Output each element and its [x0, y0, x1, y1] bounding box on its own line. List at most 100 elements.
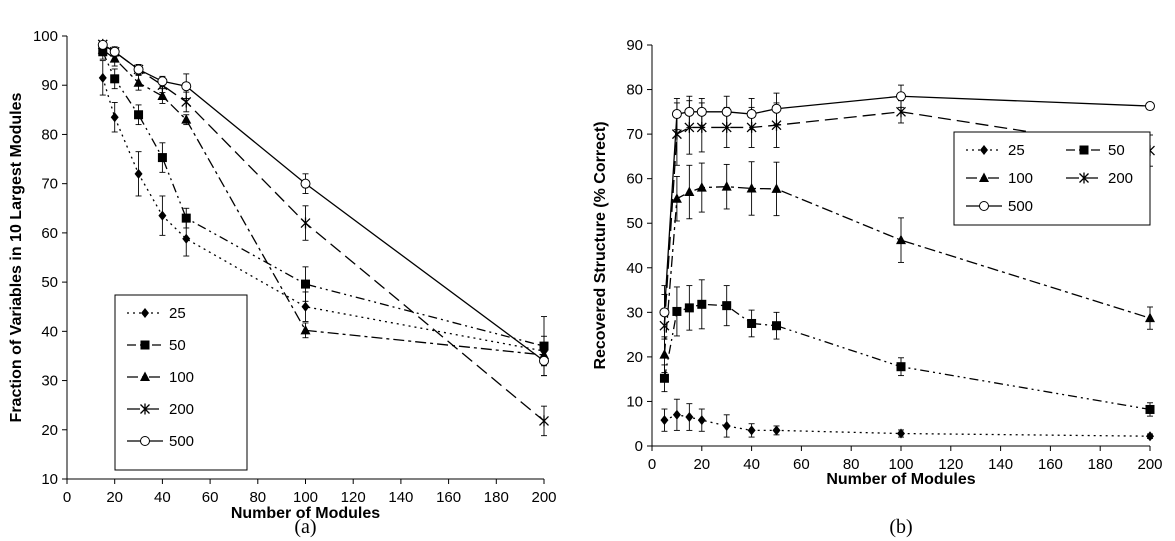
- chart-b-legend-marker: [980, 145, 988, 155]
- chart-b-point-25: [660, 415, 669, 426]
- chart-b-point-500: [896, 91, 906, 102]
- chart-a-legend-label: 25: [169, 305, 186, 322]
- chart-b-y-tick-label: 60: [626, 171, 643, 188]
- chart-b-point-25: [772, 425, 781, 436]
- chart-a-y-axis-title: Fraction of Variables in 10 Largest Modu…: [8, 92, 25, 422]
- chart-a-point-200: [539, 415, 549, 427]
- chart-a-point-500: [300, 178, 311, 189]
- chart-b-legend-label: 100: [1008, 170, 1033, 187]
- chart-b-point-25: [1146, 431, 1154, 442]
- chart-b-point-500: [771, 103, 782, 114]
- chart-a-y-tick-label: 10: [41, 471, 58, 488]
- chart-b-x-tick-label: 180: [1088, 456, 1113, 473]
- chart-a-x-tick-label: 80: [249, 489, 266, 506]
- chart-a-point-25: [110, 112, 119, 123]
- chart-a-point-100: [300, 324, 311, 335]
- chart-a-point-25: [98, 72, 107, 83]
- chart-a-point-25: [134, 168, 143, 179]
- chart-a-legend-marker: [140, 340, 150, 350]
- chart-a-caption: (a): [294, 516, 316, 538]
- chart-a-point-50: [134, 110, 144, 120]
- chart-a-legend-marker: [140, 436, 150, 446]
- chart-b-y-tick-label: 20: [626, 349, 643, 366]
- chart-b-point-500: [721, 106, 732, 117]
- chart-b-point-100: [746, 182, 757, 193]
- chart-b-point-25: [672, 409, 681, 420]
- chart-b-legend-marker: [979, 201, 989, 211]
- chart-b-point-50: [684, 303, 694, 313]
- chart-b-x-tick-label: 160: [1038, 456, 1063, 473]
- chart-a-point-100: [181, 114, 192, 124]
- chart-a-point-50: [110, 74, 120, 84]
- chart-a-x-axis-title: Number of Modules: [231, 505, 380, 522]
- chart-b-point-100: [671, 193, 682, 203]
- chart-a-y-tick-label: 60: [41, 225, 58, 242]
- chart-a-point-500: [109, 46, 120, 57]
- chart-b-point-100: [896, 234, 906, 245]
- chart-b-legend-label: 50: [1108, 142, 1125, 159]
- chart-a-y-tick-label: 100: [33, 28, 58, 45]
- chart-a-y-tick-label: 50: [41, 274, 58, 291]
- chart-b-y-tick-label: 40: [626, 260, 643, 277]
- chart-b-legend-marker: [979, 172, 989, 182]
- chart-b-point-50: [747, 318, 757, 328]
- chart-b-y-tick-label: 90: [626, 37, 643, 54]
- chart-b-point-500: [684, 106, 695, 117]
- chart-b-point-50: [1145, 404, 1155, 414]
- chart-b-point-50: [772, 321, 781, 331]
- chart-a-point-100: [157, 90, 168, 101]
- chart-a-legend: 25 50 100 200 500: [114, 294, 248, 471]
- chart-a-y-tick-label: 20: [41, 422, 58, 439]
- chart-b-point-25: [697, 415, 706, 426]
- chart-a-y-tick-label: 90: [41, 77, 58, 94]
- chart-a-legend-marker: [140, 403, 150, 415]
- chart-b-legend-label: 200: [1108, 170, 1133, 187]
- chart-a-x-tick-label: 160: [436, 489, 461, 506]
- chart-a-y-tick-label: 80: [41, 126, 58, 143]
- chart-b-point-25: [722, 420, 731, 431]
- chart-b-point-500: [696, 106, 707, 117]
- chart-b-point-100: [1145, 312, 1155, 323]
- chart-b-point-25: [685, 412, 694, 423]
- chart-b-legend: 25 50 100 200 500: [953, 131, 1151, 226]
- chart-a-legend-label: 200: [169, 401, 194, 418]
- chart-b-series-line-200: [663, 111, 1151, 326]
- chart-a-point-500: [539, 355, 549, 366]
- chart-b-point-500: [671, 109, 682, 120]
- chart-a-point-50: [157, 153, 167, 163]
- chart-a-y-tick-label: 40: [41, 323, 58, 340]
- chart-a-x-tick-label: 40: [154, 489, 171, 506]
- chart-b-series-line-25: [664, 414, 1151, 437]
- chart-b-series-line-50: [663, 303, 1151, 411]
- chart-b-point-200: [896, 106, 906, 118]
- chart-b-x-tick-label: 20: [693, 456, 710, 473]
- chart-b-series-100: [659, 161, 1155, 373]
- chart-b-point-50: [722, 301, 732, 311]
- chart-a-point-50: [181, 213, 191, 223]
- chart-b-series-500: [659, 84, 1155, 340]
- chart-b-x-tick-label: 100: [888, 456, 913, 473]
- chart-a-x-tick-label: 180: [484, 489, 509, 506]
- chart-b-series-50: [659, 279, 1155, 417]
- chart-a-legend-label: 500: [169, 433, 194, 450]
- chart-b-legend-label: 25: [1008, 142, 1025, 159]
- chart-a-point-500: [133, 64, 144, 75]
- chart-a-point-200: [300, 217, 311, 229]
- chart-b-x-tick-label: 200: [1137, 456, 1162, 473]
- chart-b-legend-label: 500: [1008, 198, 1033, 215]
- chart-b-point-500: [659, 307, 670, 318]
- chart-b-point-25: [897, 428, 905, 439]
- chart-a-legend-marker: [141, 308, 149, 318]
- chart-b-y-tick-label: 80: [626, 82, 643, 99]
- chart-a-x-tick-label: 60: [202, 489, 219, 506]
- chart-b-x-tick-label: 0: [648, 456, 656, 473]
- chart-b-caption: (b): [889, 516, 912, 538]
- chart-b-y-tick-label: 50: [626, 215, 643, 232]
- chart-b-x-tick-label: 80: [843, 456, 860, 473]
- chart-a: 10 20 30 40 50 60 70 80 90 100 0 20 40 60 80 100 120 140 1…: [8, 28, 557, 538]
- chart-a-point-25: [301, 301, 310, 312]
- chart-b-x-tick-label: 60: [793, 456, 810, 473]
- chart-a-legend-marker: [140, 371, 150, 381]
- chart-a-point-100: [133, 77, 144, 87]
